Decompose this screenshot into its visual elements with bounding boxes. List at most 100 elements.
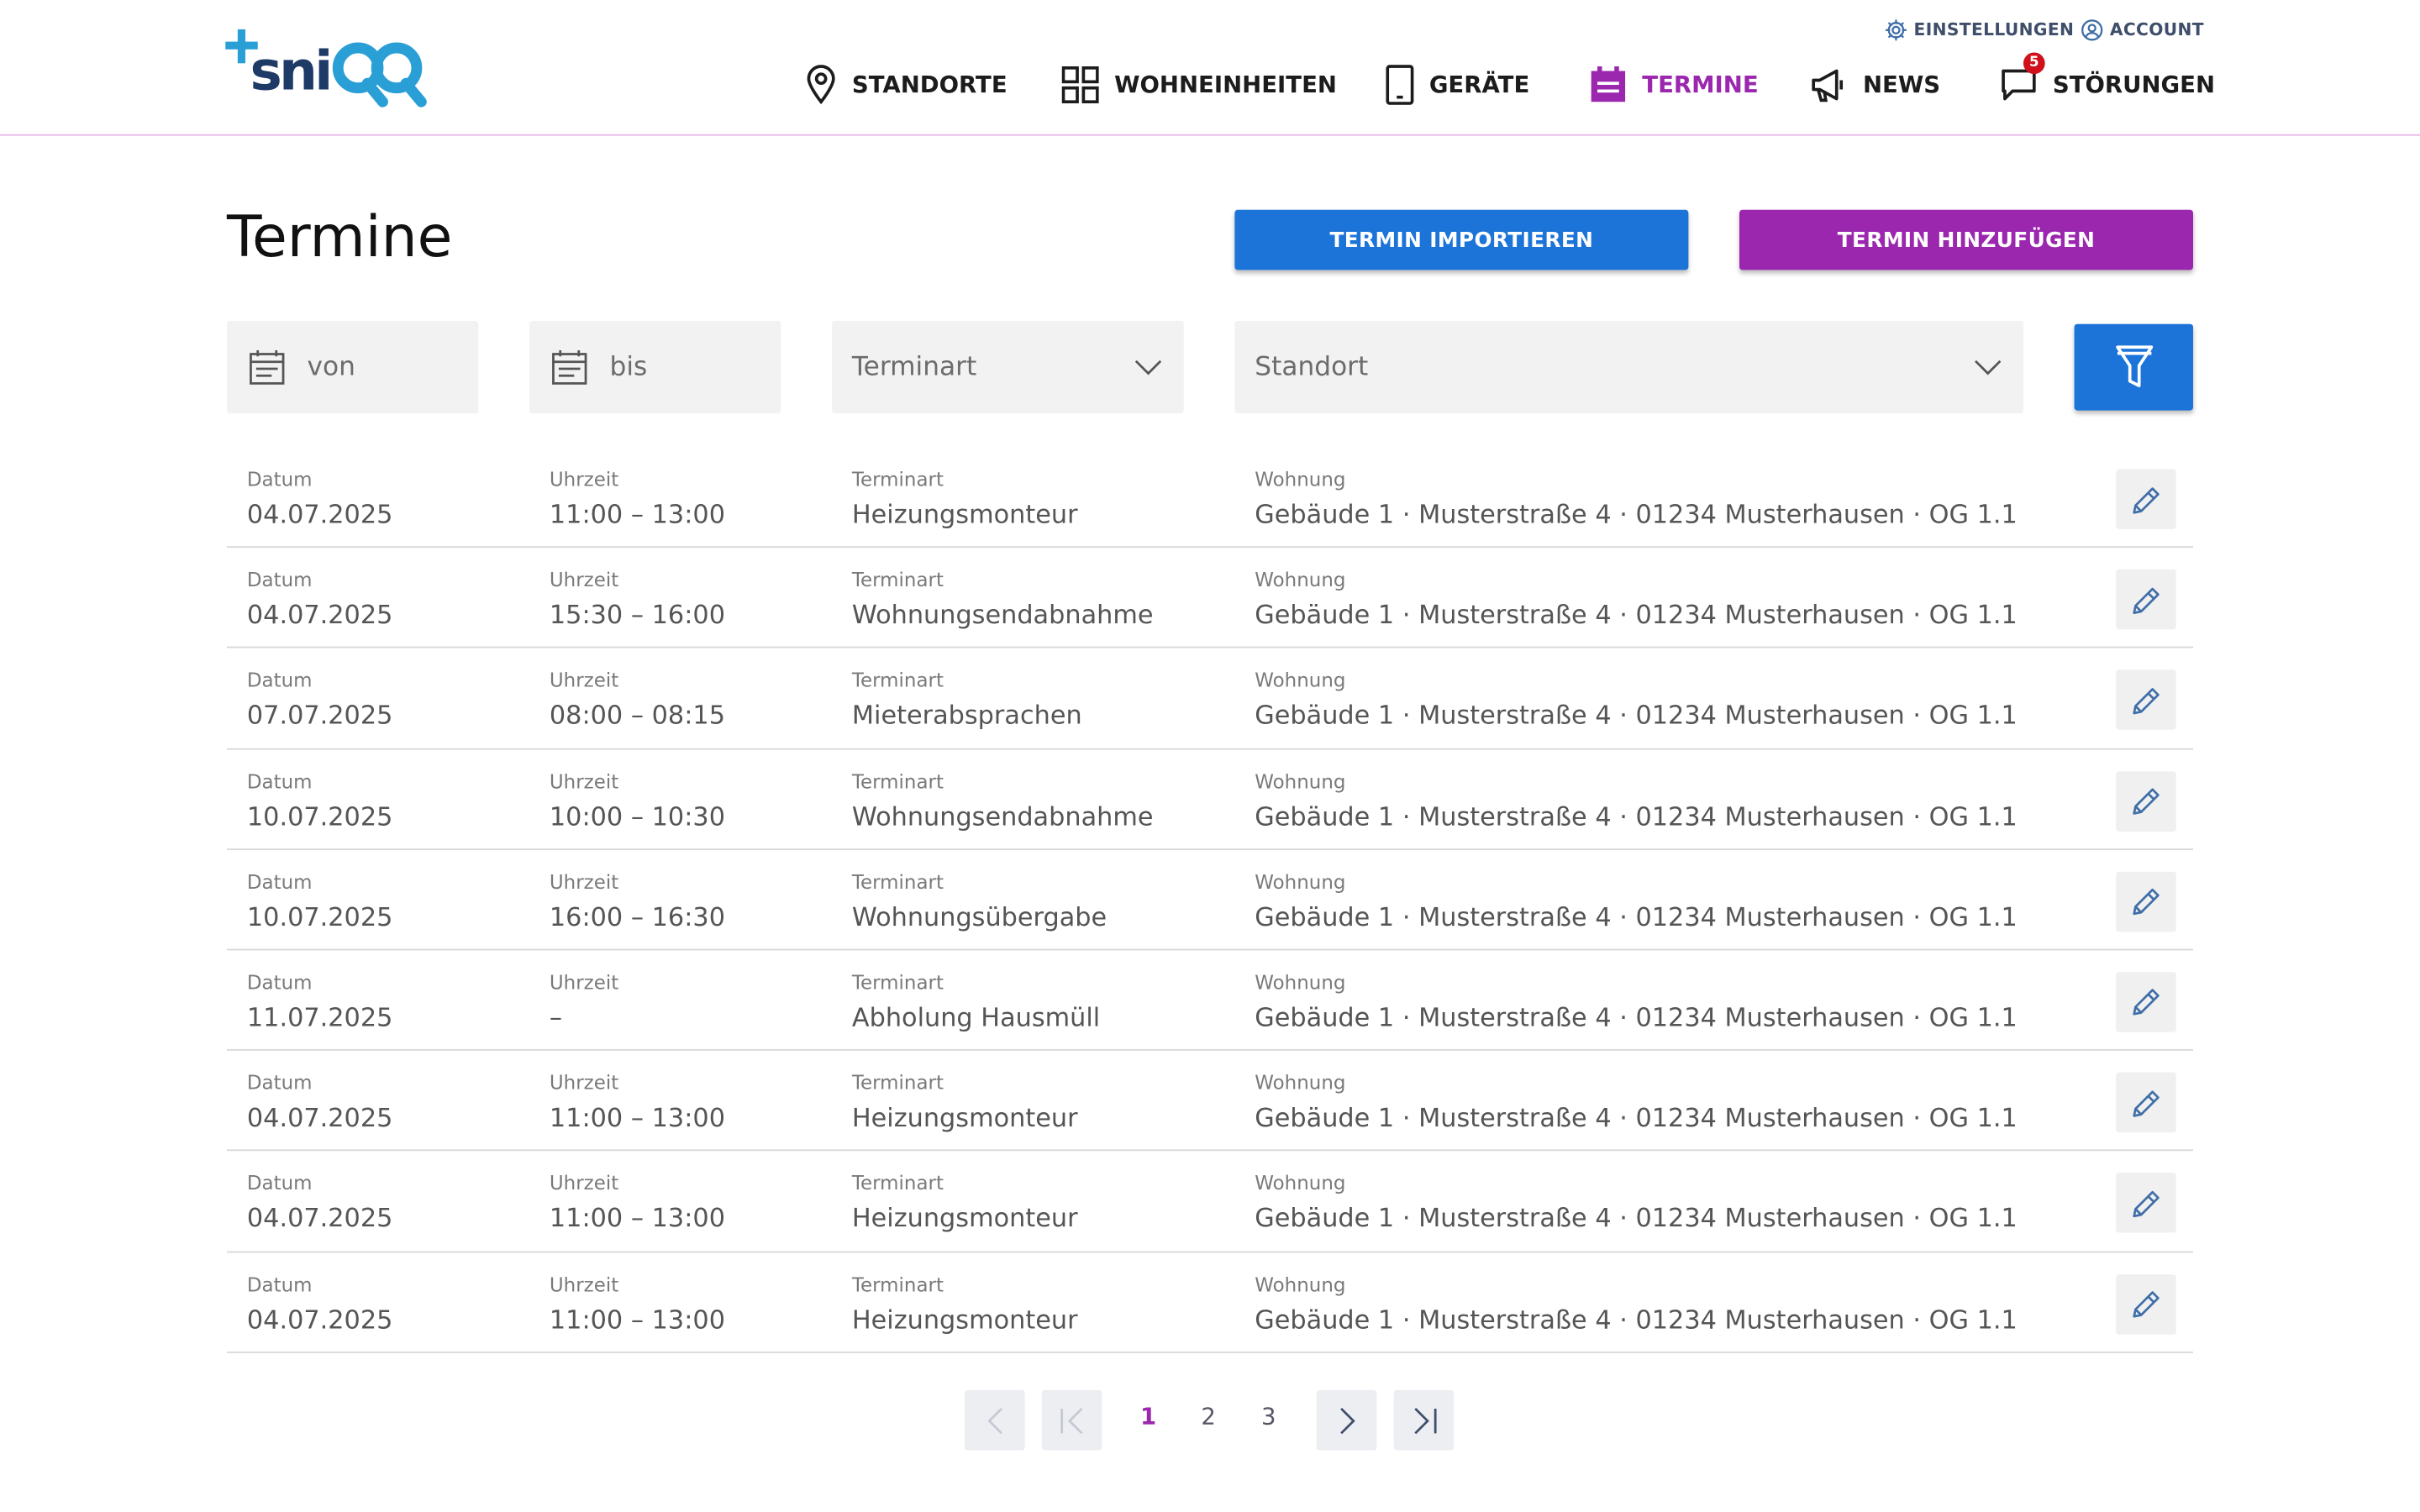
type-cell: Terminart Heizungsmonteur — [852, 468, 1078, 531]
first-page-icon — [1060, 1407, 1082, 1434]
type-cell: Terminart Wohnungsübergabe — [852, 869, 1107, 932]
date-value: 11.07.2025 — [246, 1002, 393, 1032]
nav-stoerungen-label: STÖRUNGEN — [2052, 71, 2216, 99]
edit-appointment-button[interactable] — [2116, 871, 2176, 932]
brand-logo[interactable]: sni — [225, 24, 434, 111]
import-appointment-button[interactable]: TERMIN IMPORTIEREN — [1234, 209, 1689, 270]
time-cell: Uhrzeit 11:00 – 13:00 — [550, 468, 725, 531]
table-row: Datum 04.07.2025 Uhrzeit 11:00 – 13:00 Termi… — [227, 1152, 2194, 1252]
time-value: 16:00 – 16:30 — [549, 902, 725, 932]
date-to-placeholder: bis — [609, 351, 648, 383]
notification-badge: 5 — [2023, 52, 2045, 75]
last-page-button[interactable] — [1393, 1389, 1455, 1451]
date-label: Datum — [246, 1272, 313, 1295]
user-circle-icon — [2081, 19, 2103, 41]
nav-standorte[interactable]: STANDORTE — [806, 61, 1007, 108]
grid-icon — [1061, 66, 1099, 104]
flat-value: Gebäude 1 · Musterstraße 4 · 01234 Muste… — [1255, 801, 2018, 832]
tablet-icon — [1386, 65, 1414, 105]
table-row: Datum 10.07.2025 Uhrzeit 10:00 – 10:30 Termi… — [227, 749, 2194, 850]
edit-appointment-button[interactable] — [2116, 1072, 2176, 1133]
edit-appointment-button[interactable] — [2116, 1273, 2176, 1334]
chevron-left-icon — [986, 1407, 1002, 1434]
time-label: Uhrzeit — [549, 769, 619, 793]
date-value: 04.07.2025 — [246, 1103, 393, 1133]
date-cell: Datum 04.07.2025 — [247, 1071, 393, 1134]
edit-appointment-button[interactable] — [2116, 770, 2176, 832]
page-2[interactable]: 2 — [1201, 1402, 1216, 1431]
appointments-table: Datum 04.07.2025 Uhrzeit 11:00 – 13:00 Termi… — [227, 448, 2194, 1353]
date-from-input[interactable]: von — [227, 321, 479, 414]
table-row: Datum 04.07.2025 Uhrzeit 11:00 – 13:00 Termi… — [227, 1051, 2194, 1152]
prev-page-button[interactable] — [964, 1389, 1025, 1451]
date-cell: Datum 11.07.2025 — [247, 970, 393, 1033]
flat-label: Wohnung — [1255, 970, 1346, 994]
top-header: sni EINSTELLUNGEN ACCOUNT — [0, 0, 2420, 136]
first-page-button[interactable] — [1041, 1389, 1102, 1451]
calendar-icon — [1591, 66, 1626, 102]
page-1[interactable]: 1 — [1139, 1402, 1157, 1431]
date-cell: Datum 04.07.2025 — [247, 568, 393, 631]
account-label: ACCOUNT — [2109, 19, 2204, 40]
apply-filter-button[interactable] — [2074, 323, 2194, 411]
nav-termine-label: TERMINE — [1642, 71, 1759, 99]
flat-label: Wohnung — [1255, 1070, 1346, 1095]
add-appointment-button[interactable]: TERMIN HINZUFÜGEN — [1739, 209, 2194, 270]
settings-label: EINSTELLUNGEN — [1913, 19, 2075, 40]
time-cell: Uhrzeit 08:00 – 08:15 — [550, 669, 725, 732]
flat-value: Gebäude 1 · Musterstraße 4 · 01234 Muste… — [1255, 701, 2018, 731]
type-label: Terminart — [851, 668, 944, 692]
account-link[interactable]: ACCOUNT — [2081, 18, 2204, 42]
date-value: 04.07.2025 — [246, 500, 393, 530]
edit-appointment-button[interactable] — [2116, 469, 2176, 530]
type-value: Wohnungsendabnahme — [851, 600, 1154, 630]
time-label: Uhrzeit — [549, 1171, 619, 1195]
time-value: 08:00 – 08:15 — [549, 701, 725, 731]
edit-appointment-button[interactable] — [2116, 972, 2176, 1032]
time-value: – — [549, 1002, 563, 1032]
time-cell: Uhrzeit 16:00 – 16:30 — [550, 869, 725, 932]
date-label: Datum — [246, 769, 313, 793]
location-select[interactable]: Standort — [1234, 321, 2023, 414]
date-value: 10.07.2025 — [246, 902, 393, 932]
nav-wohneinheiten[interactable]: WOHNEINHEITEN — [1061, 61, 1337, 108]
page-3[interactable]: 3 — [1261, 1402, 1276, 1431]
table-row: Datum 10.07.2025 Uhrzeit 16:00 – 16:30 Termi… — [227, 850, 2194, 951]
type-label: Terminart — [851, 1070, 944, 1095]
nav-stoerungen[interactable]: STÖRUNGEN — [2000, 61, 2215, 108]
date-value: 04.07.2025 — [246, 600, 393, 630]
type-value: Heizungsmonteur — [851, 500, 1078, 530]
flat-cell: Wohnung Gebäude 1 · Musterstraße 4 · 0123… — [1255, 468, 2018, 531]
date-label: Datum — [246, 467, 313, 491]
edit-appointment-button[interactable] — [2116, 669, 2176, 731]
nav-termine[interactable]: TERMINE — [1590, 61, 1759, 108]
flat-value: Gebäude 1 · Musterstraße 4 · 01234 Muste… — [1255, 500, 2018, 530]
type-value: Wohnungsendabnahme — [851, 801, 1154, 832]
flat-value: Gebäude 1 · Musterstraße 4 · 01234 Muste… — [1255, 1103, 2018, 1133]
nav-geraete[interactable]: GERÄTE — [1386, 61, 1529, 108]
flat-cell: Wohnung Gebäude 1 · Musterstraße 4 · 0123… — [1255, 769, 2018, 832]
edit-appointment-button[interactable] — [2116, 1173, 2176, 1234]
flat-cell: Wohnung Gebäude 1 · Musterstraße 4 · 0123… — [1255, 1272, 2018, 1335]
date-label: Datum — [246, 1171, 313, 1195]
appointment-type-select[interactable]: Terminart — [832, 321, 1184, 414]
date-cell: Datum 04.07.2025 — [247, 1272, 393, 1335]
pencil-icon — [2132, 687, 2159, 715]
type-cell: Terminart Wohnungsendabnahme — [852, 568, 1154, 631]
nav-news[interactable]: NEWS — [1810, 61, 1940, 108]
time-label: Uhrzeit — [549, 668, 619, 692]
location-placeholder: Standort — [1255, 351, 1369, 383]
edit-appointment-button[interactable] — [2116, 570, 2176, 630]
settings-link[interactable]: EINSTELLUNGEN — [1885, 18, 2075, 42]
flat-label: Wohnung — [1255, 869, 1346, 894]
next-page-button[interactable] — [1316, 1389, 1377, 1451]
date-to-input[interactable]: bis — [529, 321, 781, 414]
map-pin-icon — [807, 65, 835, 105]
type-cell: Terminart Heizungsmonteur — [852, 1071, 1078, 1134]
pencil-icon — [2132, 990, 2159, 1016]
flat-label: Wohnung — [1255, 1171, 1346, 1195]
flat-label: Wohnung — [1255, 1272, 1346, 1295]
flat-label: Wohnung — [1255, 668, 1346, 692]
time-label: Uhrzeit — [549, 568, 619, 591]
